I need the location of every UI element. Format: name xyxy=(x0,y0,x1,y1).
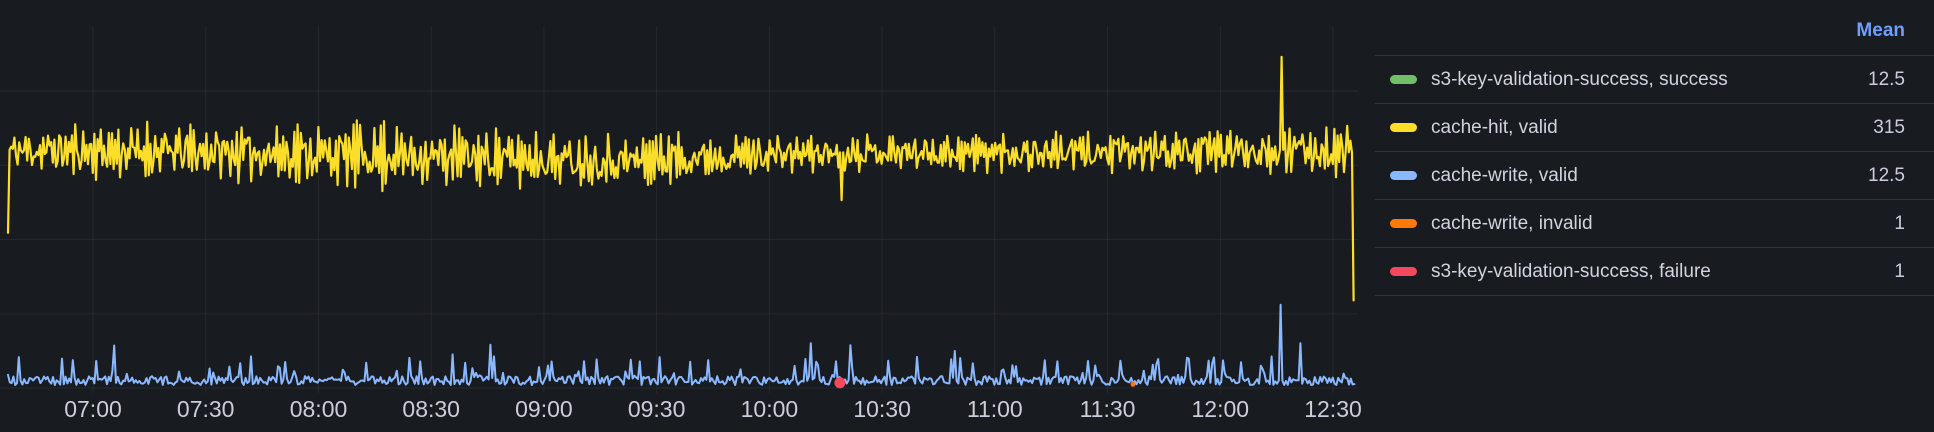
x-axis-label: 10:30 xyxy=(853,396,911,422)
legend-series-label: cache-write, valid xyxy=(1431,164,1578,186)
series-color-swatch[interactable] xyxy=(1390,123,1417,132)
event-point-s3-key-validation-success-failure xyxy=(834,377,846,389)
legend-header-row: Mean xyxy=(1375,6,1934,56)
legend-mean-value: 1 xyxy=(1894,212,1905,234)
series-line-cache-hit-valid xyxy=(6,55,1355,302)
series-color-swatch[interactable] xyxy=(1390,267,1417,276)
x-axis-label: 08:00 xyxy=(290,396,348,422)
legend-mean-column-header[interactable]: Mean xyxy=(1856,19,1905,41)
x-axis-label: 11:30 xyxy=(1080,396,1136,422)
legend-rows: s3-key-validation-success, success 12.5 ca… xyxy=(1375,56,1934,296)
x-axis-label: 07:30 xyxy=(177,396,235,422)
x-axis-label: 09:00 xyxy=(515,396,573,422)
x-axis-label: 08:30 xyxy=(402,396,460,422)
legend-series-label: s3-key-validation-success, success xyxy=(1431,68,1728,90)
legend-mean-value: 12.5 xyxy=(1868,164,1905,186)
legend-series-label: s3-key-validation-success, failure xyxy=(1431,260,1711,282)
series-line-cache-write-valid xyxy=(7,303,1356,386)
legend-table: Mean s3-key-validation-success, success 1… xyxy=(1375,6,1934,296)
x-axis-label: 10:00 xyxy=(741,396,799,422)
legend-row[interactable]: cache-write, valid 12.5 xyxy=(1375,152,1934,200)
x-axis-label: 12:00 xyxy=(1192,396,1250,422)
x-axis-label: 07:00 xyxy=(64,396,122,422)
legend-row[interactable]: cache-hit, valid 315 xyxy=(1375,104,1934,152)
legend-series-label: cache-write, invalid xyxy=(1431,212,1593,234)
legend-row[interactable]: s3-key-validation-success, success 12.5 xyxy=(1375,56,1934,104)
legend-row[interactable]: cache-write, invalid 1 xyxy=(1375,200,1934,248)
series-color-swatch[interactable] xyxy=(1390,75,1417,84)
x-axis-label: 09:30 xyxy=(628,396,686,422)
legend-mean-value: 1 xyxy=(1894,260,1905,282)
series-color-swatch[interactable] xyxy=(1390,219,1417,228)
legend-mean-value: 12.5 xyxy=(1868,68,1905,90)
legend-series-label: cache-hit, valid xyxy=(1431,116,1558,138)
event-point-cache-write-invalid xyxy=(1130,381,1136,387)
series-color-swatch[interactable] xyxy=(1390,171,1417,180)
legend-mean-value: 315 xyxy=(1873,116,1905,138)
legend-row[interactable]: s3-key-validation-success, failure 1 xyxy=(1375,248,1934,296)
x-axis-label: 12:30 xyxy=(1304,396,1362,422)
x-axis-label: 11:00 xyxy=(967,396,1023,422)
